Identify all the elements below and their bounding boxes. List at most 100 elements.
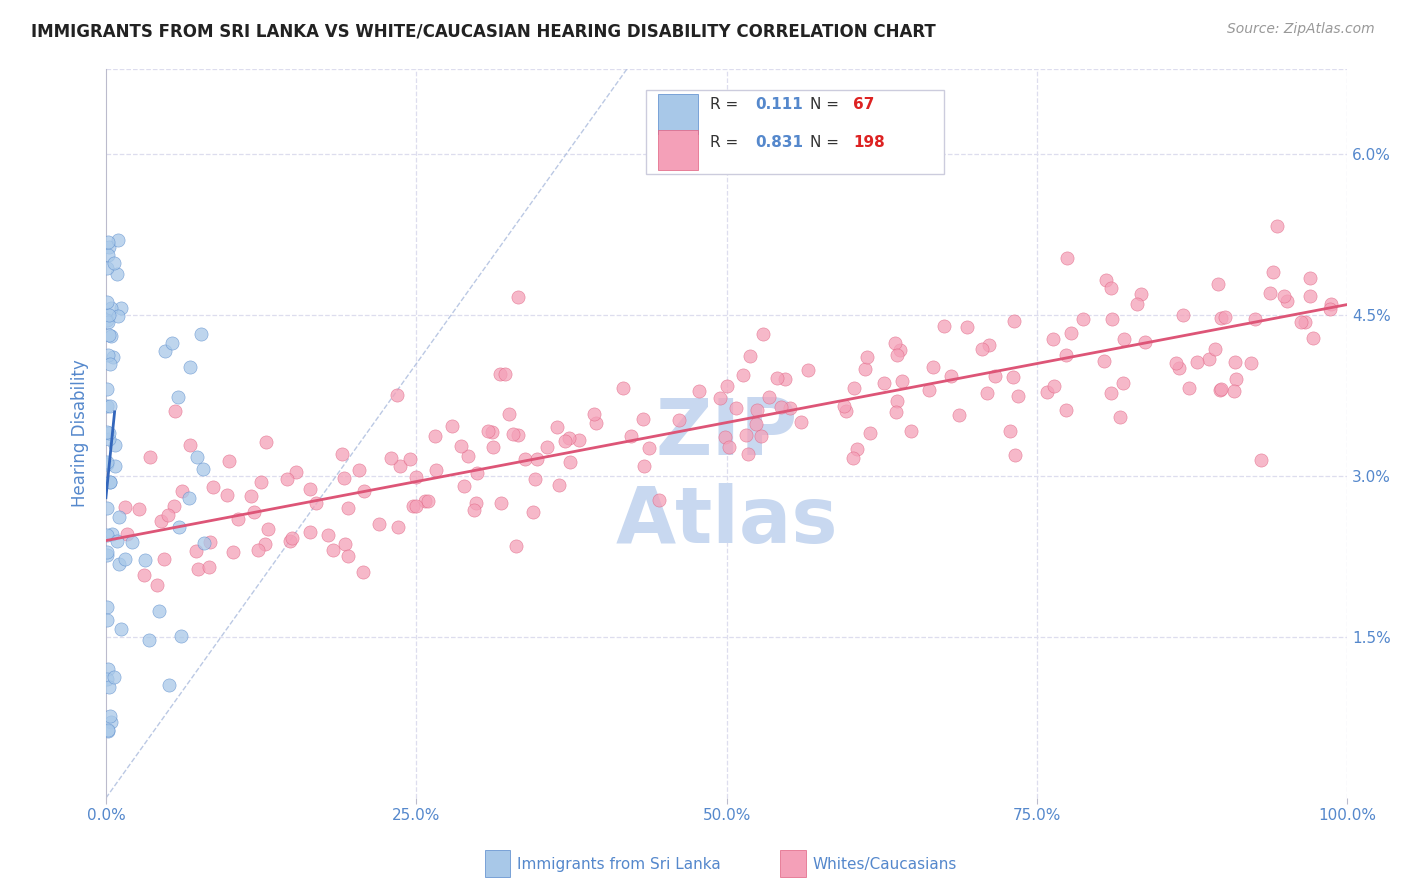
Point: [752, 327, 775, 342]
Text: 0.111: 0.111: [755, 97, 803, 112]
Point: [322, 542, 344, 557]
Point: [96, 528, 118, 542]
Point: [714, 430, 737, 444]
Point: [918, 384, 941, 398]
Point: [633, 459, 655, 474]
Point: [1036, 385, 1059, 400]
Point: [97, 235, 120, 249]
Point: [96, 295, 118, 310]
Point: [249, 475, 271, 489]
Point: [467, 467, 489, 481]
Point: [98, 327, 121, 342]
Point: [465, 495, 488, 509]
Point: [336, 500, 359, 515]
Text: 198: 198: [853, 135, 884, 150]
Point: [789, 415, 811, 429]
Point: [956, 320, 979, 334]
Point: [97, 248, 120, 262]
Point: [148, 604, 170, 618]
Point: [336, 549, 359, 563]
Point: [352, 565, 374, 579]
Point: [889, 343, 911, 358]
Point: [1319, 301, 1341, 316]
Point: [96, 599, 118, 614]
Point: [96, 454, 118, 468]
Point: [276, 472, 298, 486]
Point: [745, 417, 768, 431]
Point: [737, 447, 759, 461]
Point: [1164, 356, 1187, 370]
Point: [1208, 384, 1230, 398]
Point: [498, 407, 520, 421]
Point: [859, 426, 882, 441]
Point: [96, 545, 118, 559]
Point: [585, 416, 607, 430]
Point: [1240, 356, 1263, 370]
Point: [97, 723, 120, 737]
Point: [900, 424, 922, 438]
Point: [1054, 402, 1077, 417]
Point: [1185, 355, 1208, 369]
Point: [1112, 332, 1135, 346]
Point: [97, 348, 120, 362]
Point: [167, 519, 190, 533]
Point: [631, 411, 654, 425]
Point: [1056, 252, 1078, 266]
Point: [425, 429, 447, 443]
Point: [450, 439, 472, 453]
Point: [105, 533, 128, 548]
Point: [305, 496, 328, 510]
Point: [716, 378, 738, 392]
Point: [523, 472, 546, 486]
Point: [399, 452, 422, 467]
Point: [170, 484, 193, 499]
Text: N =: N =: [810, 135, 844, 150]
Point: [1265, 219, 1288, 234]
Point: [1007, 389, 1029, 403]
Point: [128, 501, 150, 516]
Point: [190, 327, 212, 342]
Point: [98, 308, 121, 322]
Point: [921, 359, 943, 374]
Point: [1213, 310, 1236, 325]
Point: [1294, 315, 1316, 329]
Point: [1111, 376, 1133, 390]
Point: [779, 401, 801, 415]
Y-axis label: Hearing Disability: Hearing Disability: [72, 359, 89, 508]
Text: Source: ZipAtlas.com: Source: ZipAtlas.com: [1227, 22, 1375, 37]
Point: [280, 532, 302, 546]
Point: [1099, 281, 1122, 295]
Point: [257, 522, 280, 536]
Point: [481, 425, 503, 439]
Point: [1101, 386, 1123, 401]
Point: [1206, 277, 1229, 291]
Point: [96, 613, 118, 627]
Point: [332, 470, 354, 484]
Point: [149, 514, 172, 528]
Point: [494, 367, 516, 381]
Point: [481, 440, 503, 454]
Point: [873, 376, 896, 391]
Point: [457, 450, 479, 464]
Point: [96, 548, 118, 562]
Point: [491, 496, 513, 510]
Point: [388, 458, 411, 473]
Point: [1204, 342, 1226, 356]
Point: [1042, 332, 1064, 346]
Point: [477, 425, 499, 439]
Point: [1223, 354, 1246, 368]
Point: [285, 465, 308, 479]
Text: IMMIGRANTS FROM SRI LANKA VS WHITE/CAUCASIAN HEARING DISABILITY CORRELATION CHAR: IMMIGRANTS FROM SRI LANKA VS WHITE/CAUCA…: [31, 22, 935, 40]
Text: ZIP
Atlas: ZIP Atlas: [616, 395, 838, 559]
Point: [554, 434, 576, 449]
Point: [725, 401, 748, 415]
Point: [179, 359, 201, 374]
Point: [100, 328, 122, 343]
Point: [179, 437, 201, 451]
Text: R =: R =: [710, 135, 744, 150]
FancyBboxPatch shape: [658, 130, 697, 170]
Point: [425, 463, 447, 477]
Point: [1002, 369, 1025, 384]
Point: [560, 455, 582, 469]
Point: [163, 499, 186, 513]
